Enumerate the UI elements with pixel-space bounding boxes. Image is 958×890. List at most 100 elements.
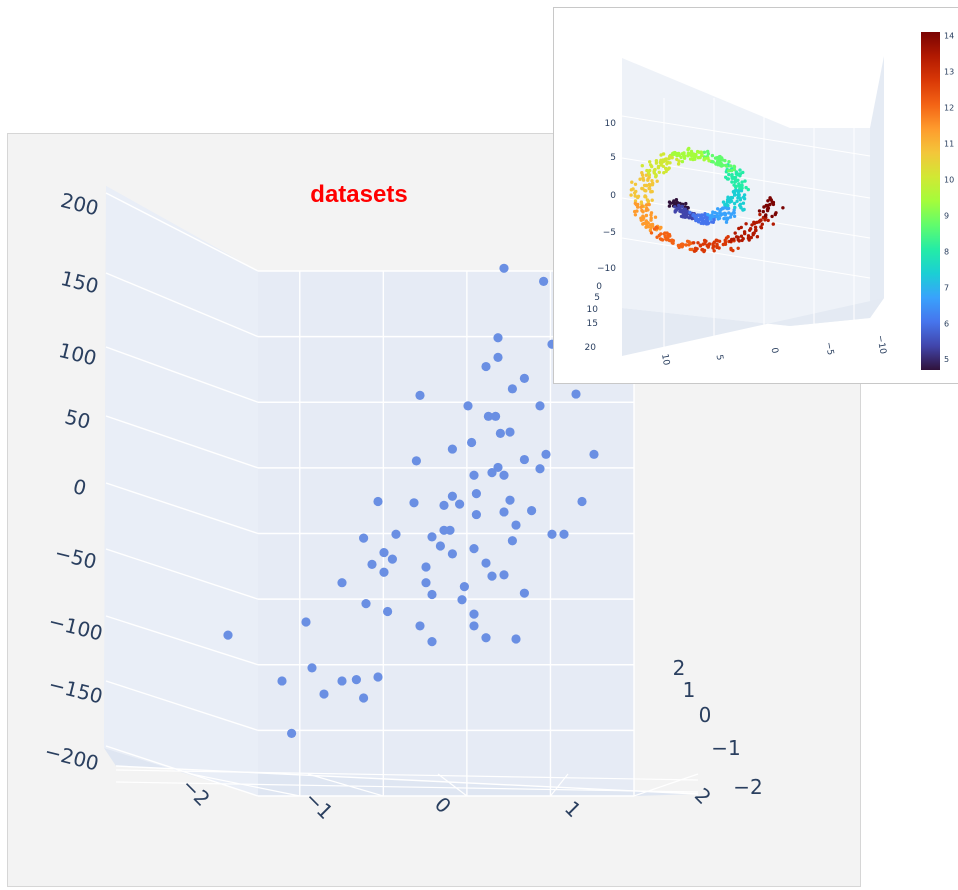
data-point[interactable] <box>527 506 537 516</box>
roll-point <box>647 186 651 191</box>
data-point[interactable] <box>481 558 491 568</box>
data-point[interactable] <box>387 554 397 564</box>
data-point[interactable] <box>539 276 549 286</box>
data-point[interactable] <box>411 456 421 466</box>
data-point[interactable] <box>447 444 457 454</box>
data-point[interactable] <box>361 599 371 609</box>
data-point[interactable] <box>379 547 389 558</box>
data-point[interactable] <box>493 352 503 362</box>
data-point[interactable] <box>287 728 297 738</box>
roll-point <box>718 154 722 159</box>
data-point[interactable] <box>457 595 467 605</box>
roll-point <box>706 212 710 217</box>
colorbar[interactable] <box>921 32 940 370</box>
data-point[interactable] <box>467 437 477 448</box>
data-point[interactable] <box>367 559 377 569</box>
roll-point <box>732 237 736 241</box>
data-point[interactable] <box>391 529 401 539</box>
data-point[interactable] <box>495 428 505 438</box>
data-point[interactable] <box>337 676 347 686</box>
data-point[interactable] <box>383 606 393 617</box>
data-point[interactable] <box>481 361 491 372</box>
data-point[interactable] <box>223 630 233 640</box>
data-point[interactable] <box>511 634 521 644</box>
data-point[interactable] <box>481 633 491 643</box>
data-point[interactable] <box>435 541 445 551</box>
data-point[interactable] <box>547 529 557 539</box>
data-point[interactable] <box>491 411 501 421</box>
data-point[interactable] <box>471 509 481 520</box>
data-point[interactable] <box>359 533 369 543</box>
data-point[interactable] <box>511 520 521 530</box>
data-point[interactable] <box>507 384 517 394</box>
data-point[interactable] <box>493 462 503 473</box>
roll-point <box>706 156 710 160</box>
data-point[interactable] <box>427 637 437 647</box>
data-point[interactable] <box>487 468 497 478</box>
data-point[interactable] <box>541 449 551 459</box>
data-point[interactable] <box>415 621 425 631</box>
data-point[interactable] <box>469 609 479 619</box>
data-point[interactable] <box>499 263 509 273</box>
data-point[interactable] <box>351 675 361 685</box>
data-point[interactable] <box>421 562 431 572</box>
data-point[interactable] <box>459 582 469 592</box>
data-point[interactable] <box>307 663 317 673</box>
data-point[interactable] <box>427 532 437 542</box>
data-point[interactable] <box>409 498 419 508</box>
roll-point <box>703 212 707 217</box>
data-point[interactable] <box>505 427 515 437</box>
data-point[interactable] <box>447 491 457 501</box>
data-point[interactable] <box>439 525 449 535</box>
data-point[interactable] <box>427 589 437 600</box>
data-point[interactable] <box>535 401 545 411</box>
data-point[interactable] <box>463 401 473 411</box>
data-point[interactable] <box>469 470 479 480</box>
data-point[interactable] <box>499 470 509 480</box>
roll-point <box>696 220 701 224</box>
data-point[interactable] <box>301 617 311 627</box>
roll-point <box>668 161 672 165</box>
data-point[interactable] <box>499 570 509 580</box>
data-point[interactable] <box>505 495 515 505</box>
data-point[interactable] <box>483 411 493 421</box>
y-tick-label: 0 <box>699 703 712 727</box>
data-point[interactable] <box>471 489 481 499</box>
data-point[interactable] <box>493 333 503 343</box>
data-point[interactable] <box>359 693 369 703</box>
roll-point <box>665 162 669 166</box>
data-point[interactable] <box>421 578 431 588</box>
data-point[interactable] <box>447 549 457 559</box>
data-point[interactable] <box>469 544 479 554</box>
data-point[interactable] <box>577 496 587 507</box>
colorbar-tick: 13 <box>944 68 954 77</box>
data-point[interactable] <box>415 390 425 400</box>
data-point[interactable] <box>519 454 529 465</box>
data-point[interactable] <box>337 578 347 588</box>
data-point[interactable] <box>589 449 599 459</box>
roll-point <box>657 233 661 238</box>
roll-point <box>744 222 748 226</box>
data-point[interactable] <box>499 507 509 517</box>
data-point[interactable] <box>277 676 287 686</box>
data-point[interactable] <box>519 373 529 383</box>
data-point[interactable] <box>319 689 329 699</box>
data-point[interactable] <box>469 621 479 631</box>
data-point[interactable] <box>487 571 497 581</box>
roll-point <box>690 151 694 156</box>
data-point[interactable] <box>373 672 383 682</box>
data-point[interactable] <box>379 567 389 577</box>
roll-point <box>742 230 747 234</box>
data-point[interactable] <box>507 536 517 546</box>
data-point[interactable] <box>571 389 581 399</box>
data-point[interactable] <box>373 496 383 507</box>
data-point[interactable] <box>535 464 545 474</box>
inset-chart-panel[interactable]: 10 5 0 −5 −10 0 5 10 15 20 10 5 0 −5 −10 14 13 12 11 10 9 8 7 6… <box>553 7 958 384</box>
data-point[interactable] <box>455 499 465 509</box>
roll-point <box>717 216 722 220</box>
data-point[interactable] <box>559 529 569 539</box>
data-point[interactable] <box>519 588 529 598</box>
data-point[interactable] <box>439 500 449 511</box>
